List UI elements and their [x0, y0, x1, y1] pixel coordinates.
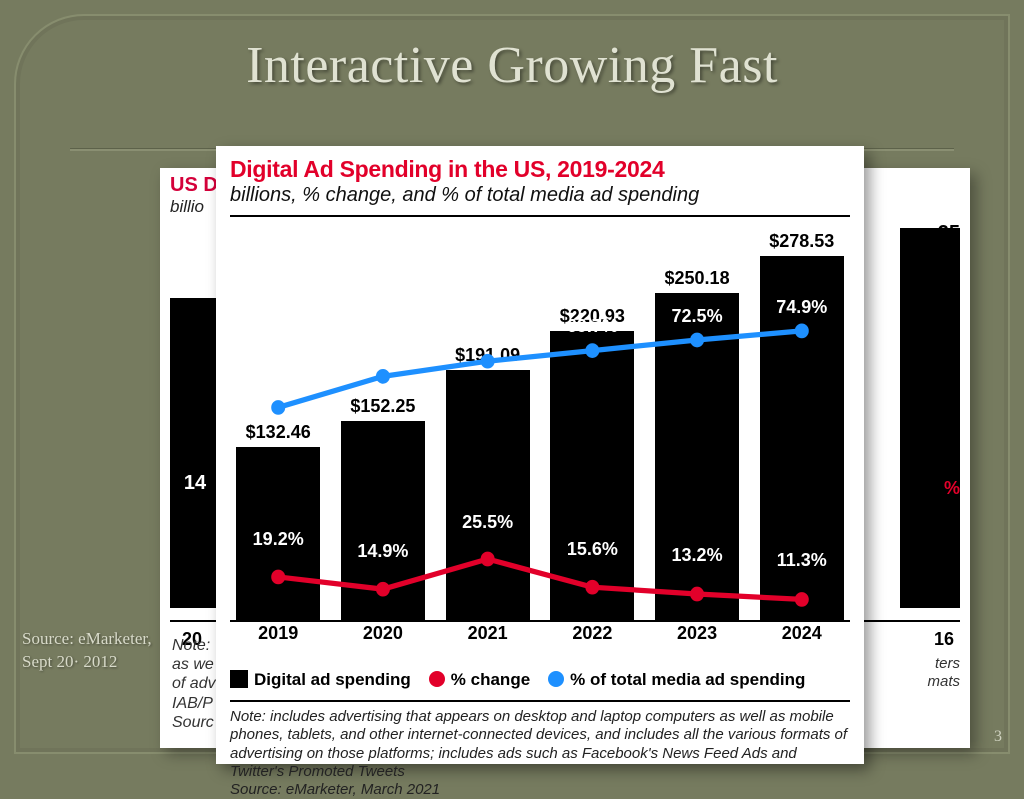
- chart-top-rule: [230, 215, 850, 217]
- back-right-pct: %: [944, 478, 960, 499]
- bar-2023: [655, 293, 739, 620]
- pct-total-label-0: 54.7%: [236, 370, 320, 391]
- pct-total-label-1: 62.9%: [341, 340, 425, 361]
- x-year-3: 2022: [550, 623, 634, 644]
- legend-rule: [230, 700, 850, 702]
- x-year-0: 2019: [236, 623, 320, 644]
- slide-page-number: 3: [994, 728, 1002, 746]
- pct-change-label-0: 19.2%: [236, 529, 320, 550]
- pct-change-label-5: 11.3%: [760, 550, 844, 571]
- x-year-1: 2020: [341, 623, 425, 644]
- back-left-red: 14: [172, 472, 218, 495]
- back-note-right: ters mats: [927, 655, 960, 693]
- x-year-2: 2021: [446, 623, 530, 644]
- pct-total-label-5: 74.9%: [760, 297, 844, 318]
- back-left-label: $2(: [172, 422, 201, 445]
- legend-blue: % of total media ad spending: [548, 670, 805, 690]
- chart-title: Digital Ad Spending in the US, 2019-2024: [216, 146, 864, 183]
- chart-subtitle: billions, % change, and % of total media…: [216, 183, 864, 213]
- pct-change-label-3: 15.6%: [550, 539, 634, 560]
- chart-plot-area: $132.46201954.7%19.2%$152.25202062.9%14.…: [230, 228, 850, 640]
- slide-title: Interactive Growing Fast: [0, 36, 1024, 95]
- back-right-val: .25: [932, 222, 960, 245]
- legend-red: % change: [429, 670, 530, 690]
- bar-2020: [341, 421, 425, 620]
- x-year-4: 2023: [655, 623, 739, 644]
- x-axis-line: [230, 620, 850, 622]
- x-year-5: 2024: [760, 623, 844, 644]
- bar-2021: [446, 370, 530, 620]
- pct-change-label-2: 25.5%: [446, 512, 530, 533]
- bar-value-label-5: $278.53: [752, 231, 852, 252]
- pct-total-label-3: 69.7%: [550, 316, 634, 337]
- chart-notes: Note: includes advertising that appears …: [230, 708, 850, 799]
- pct-change-label-4: 13.2%: [655, 545, 739, 566]
- slide-source-text: Source: eMarketer, Sept 20· 2012: [22, 628, 162, 674]
- pct-change-label-1: 14.9%: [341, 541, 425, 562]
- bar-2022: [550, 331, 634, 620]
- bar-value-label-0: $132.46: [228, 422, 328, 443]
- bar-value-label-2: $191.09: [438, 345, 538, 366]
- pct-total-label-2: 66.9%: [446, 326, 530, 347]
- main-chart-card: Digital Ad Spending in the US, 2019-2024…: [216, 146, 864, 764]
- pct-total-label-4: 72.5%: [655, 306, 739, 327]
- chart-legend: Digital ad spending % change % of total …: [230, 670, 850, 690]
- legend-bar: Digital ad spending: [230, 670, 411, 690]
- bar-value-label-4: $250.18: [647, 268, 747, 289]
- bar-value-label-1: $152.25: [333, 396, 433, 417]
